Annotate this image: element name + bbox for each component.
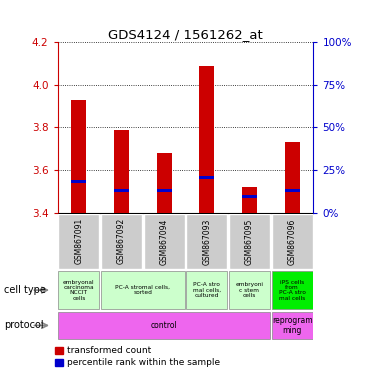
Bar	[186, 271, 227, 309]
Bar	[58, 214, 99, 269]
Text: embryonal
carcinoma
NCCIT
cells: embryonal carcinoma NCCIT cells	[63, 280, 95, 301]
Text: GSM867096: GSM867096	[288, 218, 297, 265]
Bar	[71, 180, 86, 183]
Bar	[114, 189, 129, 192]
Text: GSM867094: GSM867094	[160, 218, 169, 265]
Bar	[157, 153, 172, 213]
Bar	[272, 271, 313, 309]
Bar	[199, 176, 214, 179]
Bar	[229, 271, 270, 309]
Title: GDS4124 / 1561262_at: GDS4124 / 1561262_at	[108, 28, 263, 41]
Text: control: control	[151, 321, 178, 330]
Text: GSM867093: GSM867093	[202, 218, 211, 265]
Bar	[101, 271, 185, 309]
Bar	[242, 187, 257, 213]
Bar	[157, 189, 172, 192]
Text: GSM867092: GSM867092	[117, 218, 126, 265]
Bar	[101, 214, 142, 269]
Text: reprogram
ming: reprogram ming	[272, 316, 312, 335]
Text: cell type: cell type	[4, 285, 46, 295]
Bar	[285, 142, 300, 213]
Legend: transformed count, percentile rank within the sample: transformed count, percentile rank withi…	[55, 346, 220, 367]
Text: embryoni
c stem
cells: embryoni c stem cells	[236, 282, 263, 298]
Text: PC-A stromal cells,
sorted: PC-A stromal cells, sorted	[115, 285, 170, 295]
Text: iPS cells
from
PC-A stro
mal cells: iPS cells from PC-A stro mal cells	[279, 280, 306, 301]
Bar	[71, 100, 86, 213]
Bar	[242, 195, 257, 198]
Text: PC-A stro
mal cells,
cultured: PC-A stro mal cells, cultured	[193, 282, 221, 298]
Bar	[285, 189, 300, 192]
Text: protocol: protocol	[4, 320, 43, 331]
Bar	[272, 214, 313, 269]
Text: GSM867091: GSM867091	[74, 218, 83, 265]
Bar	[199, 66, 214, 213]
Bar	[114, 130, 129, 213]
Bar	[58, 312, 270, 339]
Bar	[144, 214, 185, 269]
Bar	[186, 214, 227, 269]
Bar	[229, 214, 270, 269]
Bar	[58, 271, 99, 309]
Bar	[272, 312, 313, 339]
Text: GSM867095: GSM867095	[245, 218, 254, 265]
